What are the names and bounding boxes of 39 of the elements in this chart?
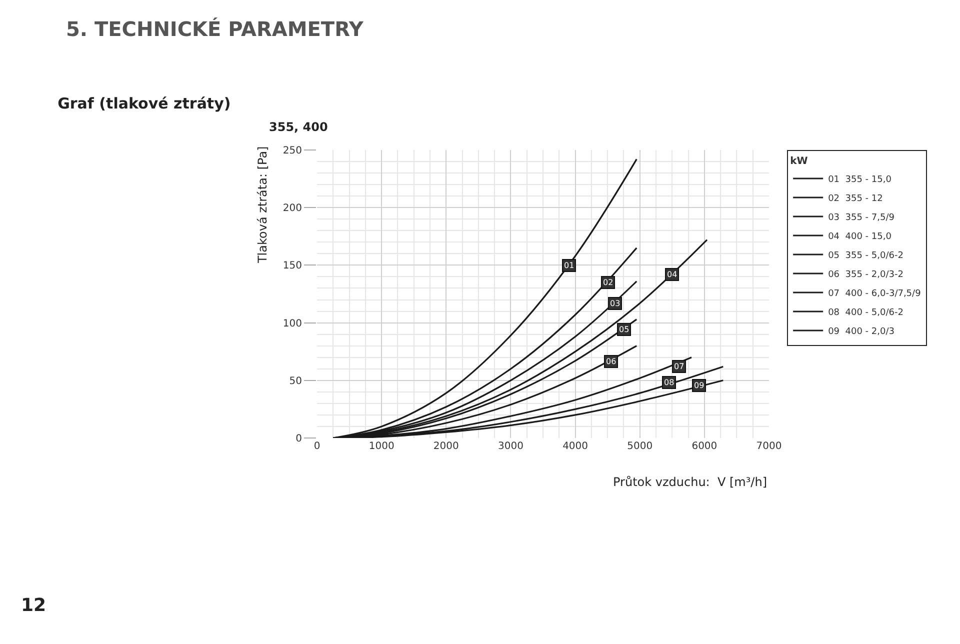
x-tick-label: 0 xyxy=(314,441,320,452)
text: Graf (tlakové ztráty) xyxy=(58,94,231,112)
x-tick-label: 4000 xyxy=(562,441,588,452)
x-tick-label: 3000 xyxy=(498,441,524,452)
chart-subtitle: 355, 400 xyxy=(269,120,328,134)
legend-label: 04 400 - 15,0 xyxy=(828,232,892,242)
annotation: 08 xyxy=(664,378,674,387)
annotation: 07 xyxy=(674,362,684,371)
x-tick-label: 7000 xyxy=(756,441,782,452)
y-tick-label: 50 xyxy=(289,376,302,387)
legend-label: 08 400 - 5,0/6-2 xyxy=(828,308,904,318)
annotation: 04 xyxy=(667,270,678,279)
x-tick-label: 2000 xyxy=(433,441,459,452)
annotation: 02 xyxy=(603,278,614,287)
annotation: 06 xyxy=(606,357,616,366)
annotation: 09 xyxy=(694,381,704,390)
y-axis-title: Tlaková ztráta: [Pa] xyxy=(256,146,270,264)
annotation: 05 xyxy=(619,325,630,334)
legend-label: 03 355 - 7,5/9 xyxy=(828,213,895,224)
legend-label: 09 400 - 2,0/3 xyxy=(828,327,894,338)
legend-label: 02 355 - 12 xyxy=(828,194,883,204)
y-tick-label: 0 xyxy=(296,434,302,444)
y-tick-label: 150 xyxy=(282,260,302,272)
y-tick-label: 250 xyxy=(282,146,302,156)
x-tick-label: 5000 xyxy=(627,441,653,452)
annotation: 03 xyxy=(610,299,620,308)
x-axis-title: Průtok vzduchu: V [m³/h] xyxy=(613,475,768,489)
legend-label: 07 400 - 6,0-3/7,5/9 xyxy=(828,289,922,300)
y-tick-label: 200 xyxy=(282,203,302,214)
text: 12 xyxy=(21,595,46,616)
y-tick-label: 100 xyxy=(282,318,302,330)
legend-title: kW xyxy=(790,156,808,167)
x-tick-label: 1000 xyxy=(368,441,394,452)
legend-label: 06 355 - 2,0/3-2 xyxy=(828,270,904,280)
legend-label: 01 355 - 15,0 xyxy=(828,175,892,186)
x-tick-label: 6000 xyxy=(692,441,718,452)
text: 5. TECHNICKÉ PARAMETRY xyxy=(66,17,364,41)
legend-label: 05 355 - 5,0/6-2 xyxy=(828,251,904,262)
annotation: 01 xyxy=(564,261,574,270)
